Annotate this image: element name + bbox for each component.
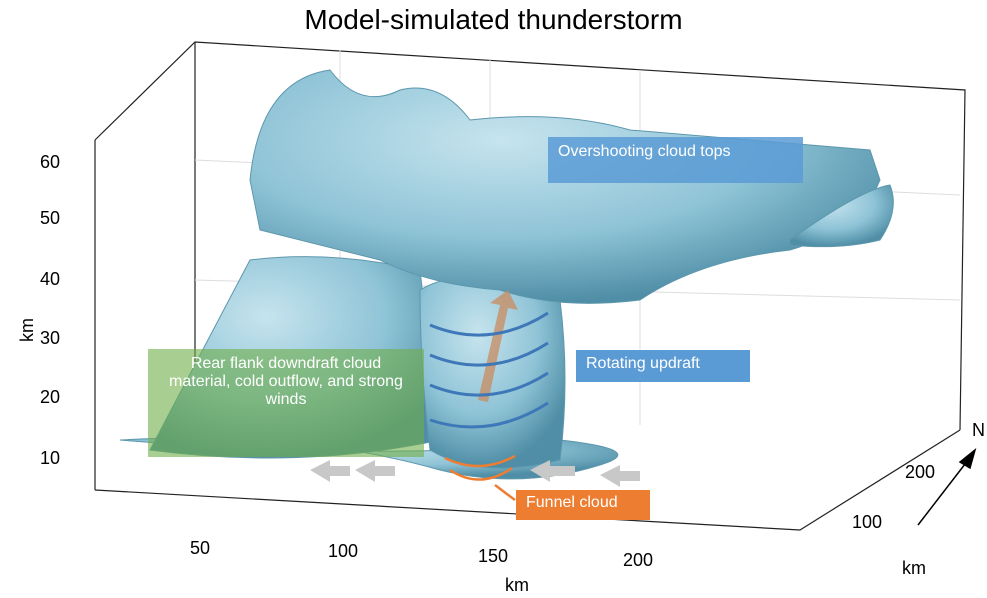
title: Model-simulated thunderstorm <box>0 4 987 36</box>
annotation: Rotating updraft <box>576 350 750 382</box>
scene: km <box>0 0 987 598</box>
x-axis-label: km <box>505 575 529 596</box>
x-tick: 200 <box>623 550 653 571</box>
z-tick: 10 <box>40 448 60 469</box>
annotation: Rear flank downdraft cloud material, col… <box>148 349 424 457</box>
y-tick: 200 <box>905 462 935 483</box>
y-tick: 100 <box>852 512 882 533</box>
z-axis-label: km <box>17 318 37 342</box>
x-tick: 100 <box>328 541 358 562</box>
figure: km Model-simulated thunderstorm 10 20 30… <box>0 0 987 598</box>
z-tick: 20 <box>40 387 60 408</box>
z-tick: 50 <box>40 208 60 229</box>
annotation: Overshooting cloud tops <box>548 137 803 183</box>
z-tick: 40 <box>40 269 60 290</box>
x-tick: 150 <box>478 546 508 567</box>
z-tick: 30 <box>40 328 60 349</box>
annotation: Funnel cloud <box>516 490 650 520</box>
z-tick: 60 <box>40 152 60 173</box>
x-tick: 50 <box>190 538 210 559</box>
y-axis-label: km <box>902 558 926 579</box>
compass-label: N <box>972 420 985 441</box>
